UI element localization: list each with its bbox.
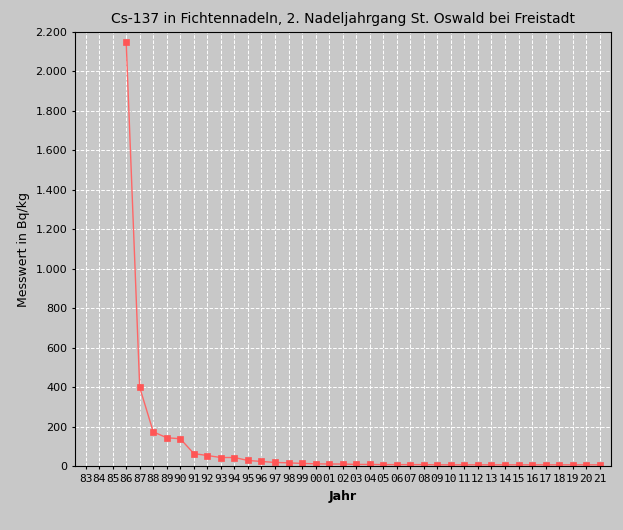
Y-axis label: Messwert in Bq/kg: Messwert in Bq/kg [17,192,30,306]
X-axis label: Jahr: Jahr [328,490,357,502]
Title: Cs-137 in Fichtennadeln, 2. Nadeljahrgang St. Oswald bei Freistadt: Cs-137 in Fichtennadeln, 2. Nadeljahrgan… [111,13,574,26]
